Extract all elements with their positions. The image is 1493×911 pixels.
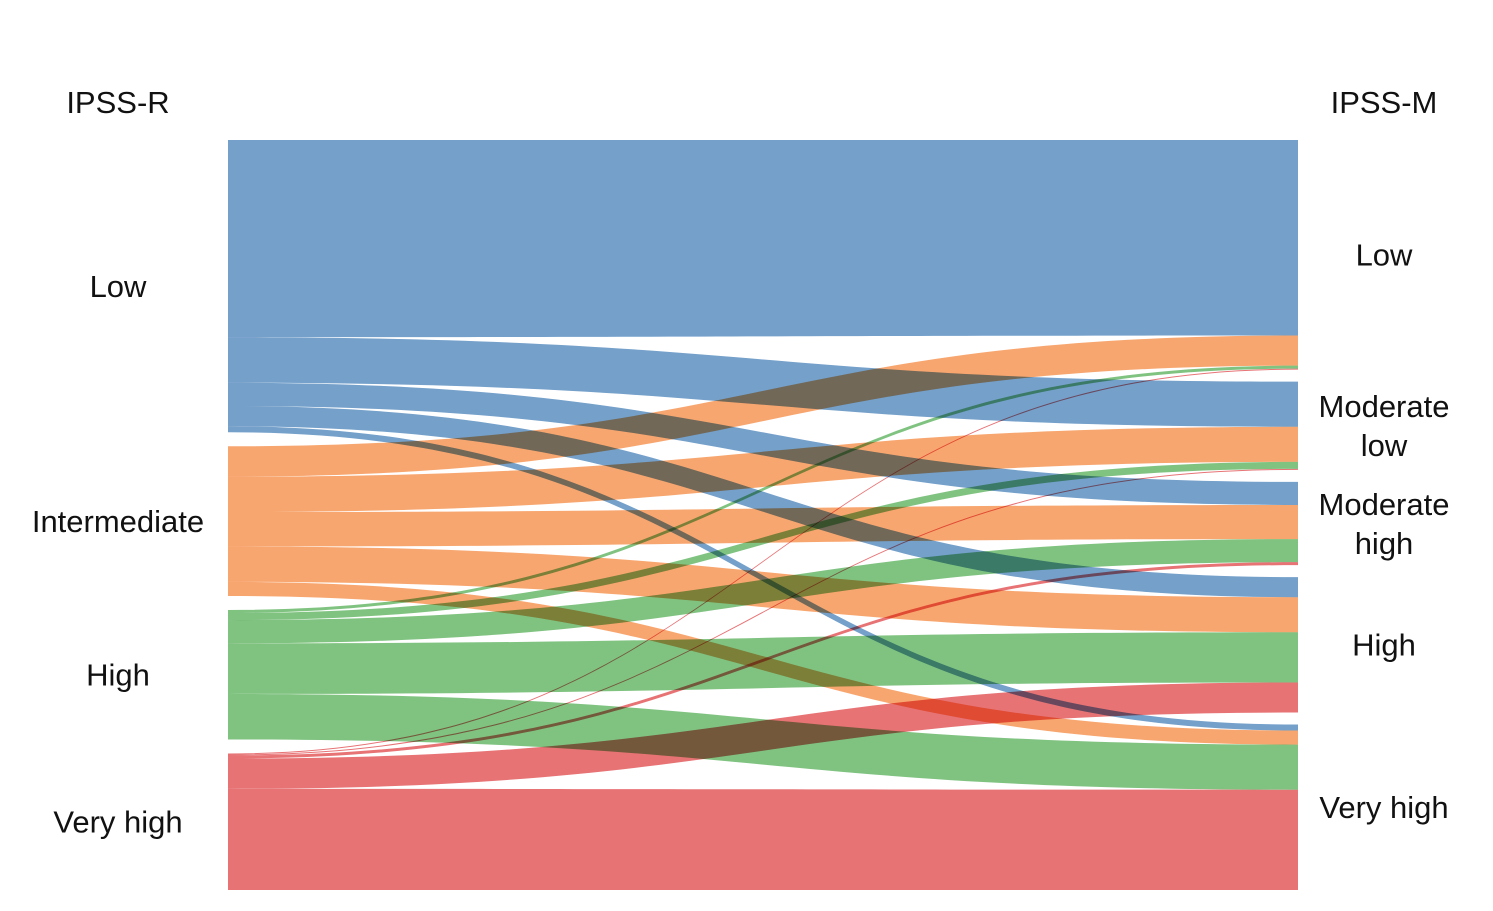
left-node-label-very-high: Very high	[53, 805, 182, 840]
flow-very-high-to-very-high	[228, 788, 1298, 890]
flow-intermediate-to-moderate-high	[228, 504, 1298, 547]
left-node-label-high: High	[86, 658, 150, 693]
right-node-label-line: Moderate	[1319, 389, 1450, 424]
flow-low-to-low	[228, 140, 1298, 338]
left-node-label-line: High	[86, 658, 150, 693]
flow-intermediate-to-moderate-low	[228, 426, 1298, 513]
flow-very-high-to-moderate-low	[228, 468, 1298, 756]
right-node-label-high: High	[1352, 628, 1416, 663]
right-node-label-line: High	[1352, 628, 1416, 663]
right-node-label-line: low	[1361, 428, 1408, 463]
flow-low-to-moderate-low	[228, 337, 1298, 427]
right-node-label-line: Moderate	[1319, 487, 1450, 522]
flow-very-high-to-moderate-high	[228, 562, 1298, 759]
left-node-label-intermediate: Intermediate	[32, 504, 204, 539]
right-node-label-moderate-low: Moderate low	[1319, 389, 1450, 463]
right-node-label-moderate-high: Moderate high	[1319, 487, 1450, 561]
left-node-label-line: Low	[90, 269, 147, 304]
left-node-label-low: Low	[90, 269, 147, 304]
flow-very-high-to-high	[228, 682, 1298, 789]
right-node-label-line: Very high	[1319, 790, 1448, 825]
labels-layer: IPSS-R IPSS-M Low Intermediate High Very hi…	[32, 85, 1450, 840]
flow-intermediate-to-very-high	[228, 581, 1298, 745]
flow-high-to-moderate-low	[228, 461, 1298, 621]
flows-layer	[228, 140, 1298, 890]
right-axis-title: IPSS-M	[1331, 85, 1438, 120]
right-node-label-line: Low	[1356, 238, 1413, 273]
flow-low-to-high	[228, 406, 1298, 598]
flow-low-to-moderate-high	[228, 382, 1298, 505]
flow-very-high-to-low	[228, 368, 1298, 755]
left-axis-title: IPSS-R	[66, 85, 169, 120]
flow-high-to-low	[228, 365, 1298, 614]
left-node-label-line: Intermediate	[32, 504, 204, 539]
left-node-label-line: Very high	[53, 805, 182, 840]
right-node-label-very-high: Very high	[1319, 790, 1448, 825]
right-node-label-low: Low	[1356, 238, 1413, 273]
flow-low-to-very-high	[228, 426, 1298, 731]
right-node-label-line: high	[1355, 526, 1414, 561]
